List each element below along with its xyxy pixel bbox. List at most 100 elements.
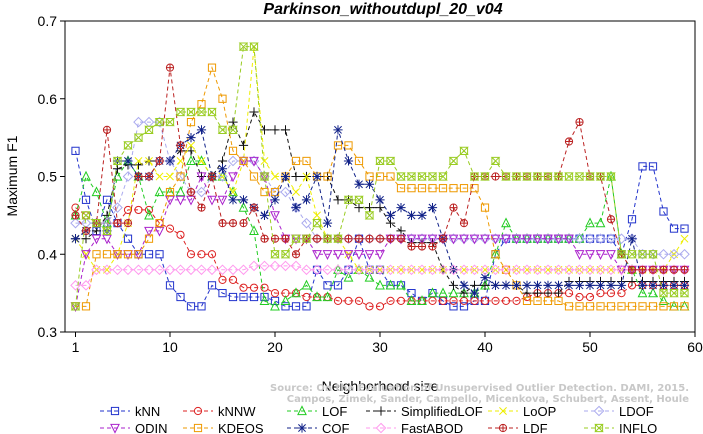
data-point-inflo (322, 234, 333, 243)
data-point-inflo (595, 172, 606, 181)
data-point-fastabod (490, 264, 501, 276)
data-point-ldof (668, 248, 680, 260)
data-point-inflo (459, 146, 469, 155)
data-point-knn (680, 224, 689, 233)
data-point-cof (648, 280, 658, 290)
legend-item-lof: LOF (287, 404, 347, 419)
data-point-fastabod (175, 264, 186, 276)
data-point-fastabod (605, 264, 617, 276)
data-point-kdeos (186, 117, 196, 127)
x-tick-label: 1 (72, 339, 80, 355)
y-tick-label: 0.7 (38, 13, 58, 29)
data-point-kdeos (648, 302, 658, 311)
data-point-fastabod (521, 264, 533, 276)
data-point-fastabod (437, 264, 449, 276)
data-point-kdeos (449, 184, 458, 193)
data-point-kdeos (291, 156, 301, 166)
data-point-ldf (627, 265, 637, 274)
data-point-knn (155, 250, 164, 259)
data-point-cof (228, 195, 238, 205)
data-point-fastabod (101, 264, 113, 276)
data-point-ldf (176, 141, 185, 150)
data-point-inflo (532, 172, 543, 181)
data-point-simplifiedlof (375, 203, 385, 213)
legend-item-kdeos: KDEOS (183, 421, 264, 434)
data-point-cof (658, 280, 669, 290)
series-knnw (71, 203, 689, 311)
data-point-inflo (259, 172, 270, 181)
data-point-kdeos (228, 146, 238, 155)
data-point-lof (322, 291, 333, 302)
data-point-ldf (396, 234, 406, 243)
data-point-simplifiedlof (238, 140, 249, 150)
data-point-kdeos (134, 250, 143, 259)
data-point-knnw (186, 250, 196, 259)
data-point-cof (595, 280, 606, 290)
data-point-kdeos (333, 141, 343, 150)
legend-swatch-marker (499, 407, 507, 415)
data-point-inflo (249, 42, 259, 51)
data-point-odin (154, 226, 165, 237)
data-point-lof (291, 287, 301, 298)
data-point-fastabod (185, 264, 197, 276)
data-point-odin (490, 234, 501, 245)
data-point-fastabod (448, 264, 459, 276)
data-point-cof (511, 280, 522, 290)
data-point-lof (501, 217, 511, 228)
data-point-ldf (386, 234, 395, 243)
data-point-fastabod (80, 280, 92, 291)
data-point-ldf (312, 234, 322, 243)
data-point-fastabod (322, 264, 333, 276)
data-point-cof (280, 171, 291, 182)
data-point-ldf (438, 234, 448, 243)
data-point-knnw (354, 296, 364, 305)
data-point-odin (375, 250, 385, 260)
data-point-knnw (270, 289, 280, 298)
data-point-kdeos (176, 172, 185, 181)
legend-label: COF (322, 421, 350, 434)
data-point-ldof (637, 248, 648, 260)
data-point-kdeos (480, 203, 490, 212)
y-tick-label: 0.4 (38, 246, 58, 262)
data-point-odin (217, 195, 228, 206)
data-point-simplifiedlof (196, 171, 207, 182)
legend-swatch-marker (498, 423, 508, 433)
data-point-kdeos (669, 302, 679, 311)
series-line-cof (75, 128, 685, 294)
data-point-simplifiedlof (280, 125, 291, 135)
data-point-odin (459, 234, 469, 245)
data-point-ldf (249, 203, 259, 212)
data-point-odin (469, 234, 480, 245)
data-point-inflo (354, 195, 364, 204)
series-lof (70, 155, 690, 311)
data-point-odin (354, 250, 364, 260)
data-point-knn (186, 302, 196, 311)
data-point-ldf (218, 219, 227, 228)
legend-label: LDOF (619, 404, 654, 419)
data-point-loop (145, 156, 153, 165)
data-point-inflo (165, 117, 175, 127)
data-point-lof (270, 300, 280, 311)
data-point-knnw (596, 289, 605, 298)
data-point-kdeos (617, 302, 626, 311)
data-point-inflo (511, 172, 522, 181)
legend-label: kNNW (218, 404, 256, 419)
data-point-loop (187, 141, 195, 150)
data-point-loop (271, 172, 279, 181)
data-point-kdeos (564, 302, 574, 311)
data-point-odin (343, 250, 354, 260)
legend-item-odin: ODIN (100, 421, 168, 434)
data-point-inflo (427, 172, 438, 181)
data-point-loop (229, 188, 237, 197)
data-point-lof (280, 295, 291, 305)
data-point-inflo (333, 234, 343, 243)
data-point-ldof (227, 155, 239, 167)
series-line-kdeos (75, 65, 685, 307)
data-point-lof (249, 225, 259, 236)
data-point-loop (313, 211, 321, 220)
data-point-ldf (165, 63, 175, 72)
data-point-ldof (658, 248, 669, 260)
data-point-knn (669, 224, 679, 233)
data-point-inflo (385, 156, 396, 166)
